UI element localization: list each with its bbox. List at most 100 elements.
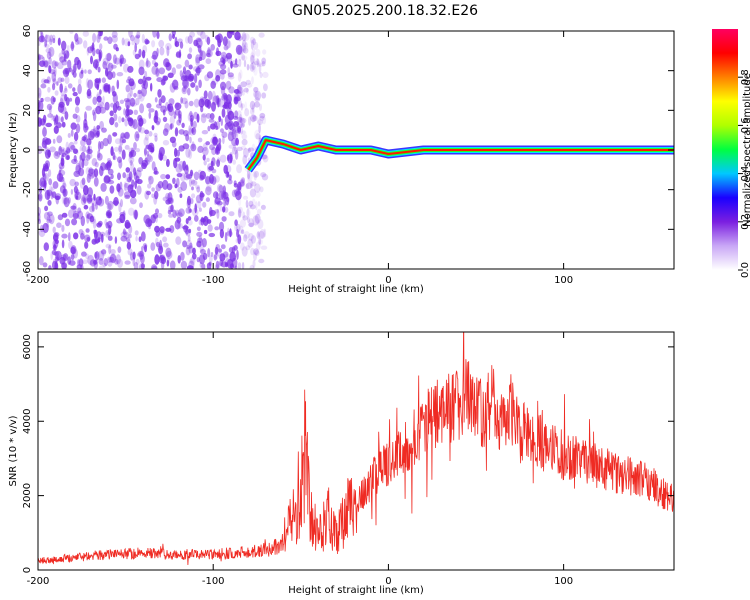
- spectral-blob: [189, 258, 195, 264]
- spectral-blob: [83, 185, 89, 196]
- spectral-blob: [85, 167, 91, 176]
- spectral-blob: [175, 236, 182, 245]
- spectral-blob: [117, 246, 122, 254]
- spectral-blob: [195, 67, 202, 74]
- spectral-blob: [156, 121, 160, 126]
- spectral-blob: [229, 263, 234, 269]
- spectral-blob: [217, 248, 223, 253]
- spectral-blob: [247, 147, 255, 152]
- spectral-blob: [196, 113, 200, 123]
- spectral-blob: [101, 127, 107, 133]
- spectral-blob: [241, 262, 245, 269]
- spectral-blob: [179, 70, 183, 77]
- spectral-blob: [209, 206, 213, 217]
- spectral-blob: [169, 260, 176, 269]
- spectral-blob: [238, 208, 242, 218]
- spectral-blob: [153, 132, 158, 138]
- spectral-blob: [174, 219, 181, 230]
- spectral-blob: [140, 231, 146, 242]
- spectral-blob: [201, 263, 206, 269]
- spectral-blob: [229, 251, 236, 262]
- spectral-blob: [85, 154, 91, 161]
- spectral-blob: [168, 213, 174, 218]
- spectral-blob: [210, 44, 215, 51]
- spectral-blob: [169, 115, 176, 125]
- spectral-blob: [155, 103, 163, 109]
- spectral-blob: [206, 157, 210, 162]
- spectral-blob: [237, 72, 242, 82]
- spectral-blob: [178, 160, 185, 171]
- spectral-blob: [86, 236, 91, 242]
- spectral-blob: [119, 213, 126, 224]
- spectral-blob: [127, 176, 132, 183]
- spectral-blob: [245, 245, 251, 251]
- spectral-blob: [187, 53, 193, 60]
- spectral-blob: [138, 263, 145, 269]
- spectral-blob: [238, 194, 242, 199]
- spectral-blob: [79, 145, 83, 152]
- spectral-blob: [137, 122, 142, 133]
- spectral-blob: [182, 87, 186, 93]
- spectral-blob: [135, 169, 142, 179]
- spectral-blob: [199, 174, 205, 181]
- spectral-blob: [154, 135, 158, 142]
- spectral-blob: [93, 168, 99, 178]
- spectral-blob: [125, 99, 131, 109]
- spectral-blob: [80, 231, 86, 240]
- spectral-blob: [170, 204, 174, 213]
- spectral-blob: [253, 252, 257, 261]
- spectral-blob: [218, 191, 224, 201]
- spectrogram-y-tick-label: -20: [22, 181, 33, 197]
- spectral-blob: [250, 181, 257, 187]
- spectral-blob: [95, 127, 100, 136]
- spectral-blob: [150, 82, 153, 92]
- spectral-blob: [44, 144, 48, 150]
- spectral-blob: [244, 108, 250, 117]
- spectral-blob: [198, 235, 203, 243]
- spectral-blob: [236, 116, 242, 122]
- spectral-blob: [79, 71, 84, 79]
- spectral-blob: [155, 241, 161, 248]
- spectral-blob: [138, 91, 145, 102]
- spectral-blob: [61, 196, 67, 205]
- spectral-blob: [152, 213, 159, 219]
- spectral-blob: [84, 111, 87, 122]
- spectral-blob: [124, 144, 130, 150]
- spectral-blob: [220, 86, 226, 96]
- spectral-blob: [182, 66, 187, 75]
- spectral-blob: [262, 154, 269, 163]
- spectral-blob: [169, 225, 175, 234]
- spectral-blob: [143, 148, 148, 156]
- spectral-blob: [124, 131, 130, 140]
- spectral-blob: [151, 40, 156, 48]
- spectral-blob: [235, 190, 242, 201]
- spectral-blob: [115, 47, 119, 52]
- spectral-blob: [43, 79, 50, 84]
- spectral-blob: [46, 215, 51, 222]
- spectral-blob: [183, 224, 189, 233]
- spectral-blob: [236, 249, 239, 260]
- spectral-blob: [95, 58, 101, 64]
- spectral-blob: [221, 108, 226, 118]
- spectral-blob: [215, 260, 220, 269]
- spectral-blob: [198, 98, 205, 108]
- spectral-blob: [86, 194, 93, 204]
- spectral-blob: [114, 258, 119, 265]
- spectral-blob: [128, 81, 135, 87]
- spectral-blob: [232, 63, 239, 68]
- spectral-blob: [61, 212, 68, 218]
- spectral-blob: [46, 103, 53, 111]
- spectral-blob: [249, 264, 255, 269]
- spectral-blob: [48, 65, 52, 74]
- spectral-blob: [50, 95, 55, 105]
- spectral-blob: [252, 90, 258, 98]
- spectral-blob: [151, 193, 155, 198]
- spectral-blob: [245, 79, 251, 86]
- spectral-blob: [86, 213, 93, 220]
- spectral-blob: [167, 103, 174, 113]
- spectral-blob: [118, 116, 122, 124]
- spectral-blob: [138, 236, 142, 243]
- spectral-blob: [220, 261, 228, 268]
- spectral-blob: [237, 53, 243, 62]
- spectral-blob: [166, 183, 173, 191]
